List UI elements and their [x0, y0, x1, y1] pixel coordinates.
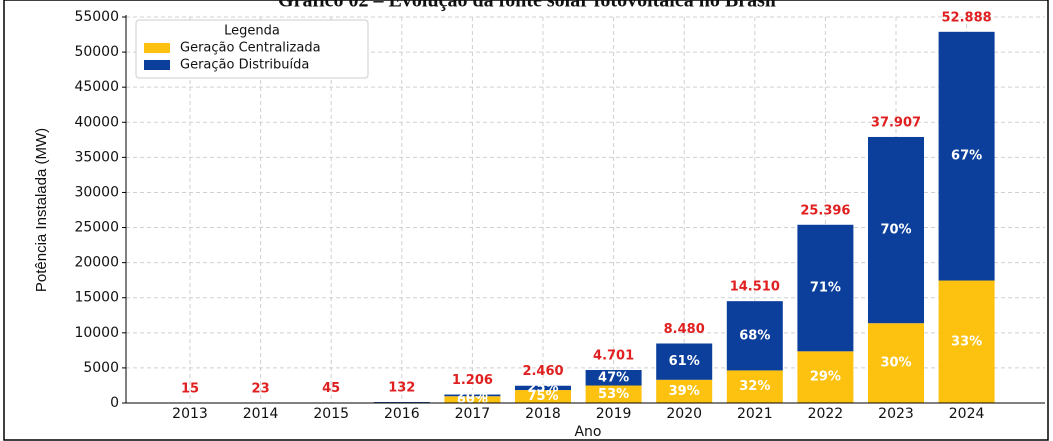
- bar-segment: [868, 323, 924, 403]
- share-label: 68%: [739, 328, 770, 343]
- share-label: 67%: [951, 149, 982, 164]
- y-tick-label: 30000: [74, 184, 119, 200]
- x-tick-label: 2023: [878, 406, 914, 422]
- y-tick-label: 50000: [74, 44, 119, 60]
- total-label: 2.460: [522, 364, 563, 379]
- legend-label: Geração Distribuída: [180, 58, 309, 73]
- y-tick-label: 10000: [74, 325, 119, 341]
- share-label: 39%: [669, 384, 700, 399]
- y-tick-label: 40000: [74, 114, 119, 130]
- total-label: 23: [252, 381, 270, 396]
- total-label: 1.206: [452, 373, 493, 388]
- total-label: 8.480: [664, 322, 705, 337]
- y-tick-label: 25000: [74, 220, 119, 236]
- y-tick-label: 20000: [74, 255, 119, 271]
- y-tick-label: 55000: [74, 9, 119, 25]
- legend-title: Legenda: [224, 24, 280, 39]
- x-tick-label: 2022: [808, 406, 844, 422]
- share-label: 53%: [598, 387, 629, 402]
- share-label: 30%: [880, 356, 911, 371]
- x-tick-label: 2018: [525, 406, 561, 422]
- y-tick-label: 5000: [83, 360, 119, 376]
- total-label: 37.907: [871, 115, 921, 130]
- legend-swatch: [144, 43, 170, 53]
- total-label: 4.701: [593, 349, 634, 364]
- total-label: 14.510: [730, 280, 780, 295]
- share-label: 25%: [527, 380, 558, 395]
- legend-box: [135, 19, 369, 79]
- total-label: 52.888: [942, 10, 992, 25]
- total-label: 15: [181, 381, 199, 396]
- bar-segment: [938, 280, 995, 403]
- bar-segment: [585, 385, 642, 403]
- bar-segment: [938, 31, 995, 281]
- bar-segment: [868, 136, 924, 324]
- total-label: 25.396: [800, 203, 850, 218]
- x-tick-label: 2015: [313, 406, 349, 422]
- x-tick-label: 2021: [737, 406, 773, 422]
- frame: [3, 0, 1049, 441]
- bar-segment: [515, 385, 571, 391]
- x-tick-label: 2024: [949, 406, 985, 422]
- share-label: 70%: [880, 223, 911, 238]
- bar-segment: [373, 402, 430, 403]
- share-label: 29%: [810, 370, 841, 385]
- chart-title: Gráfico 02 – Evolução da fonte solar fot…: [278, 0, 776, 12]
- bar-segment: [656, 343, 713, 380]
- y-tick-label: 15000: [74, 290, 119, 306]
- y-tick-label: 35000: [74, 149, 119, 165]
- x-tick-label: 2014: [243, 406, 279, 422]
- bar-segment: [726, 301, 783, 371]
- bar-segment: [726, 370, 783, 403]
- total-label: 45: [322, 381, 340, 396]
- x-tick-label: 2016: [384, 406, 420, 422]
- legend-swatch: [144, 60, 170, 70]
- x-tick-label: 2017: [455, 406, 491, 422]
- share-label: 71%: [810, 281, 841, 296]
- share-label: 32%: [739, 379, 770, 394]
- share-label: 61%: [669, 354, 700, 369]
- y-tick-label: 0: [110, 395, 119, 411]
- x-tick-label: 2020: [666, 406, 702, 422]
- bar-segment: [797, 351, 854, 403]
- bar-segment: [656, 379, 713, 403]
- total-label: 132: [388, 381, 415, 396]
- share-label: 75%: [527, 389, 558, 404]
- bar-segment: [515, 390, 571, 403]
- y-axis-label: Potência Instalada (MW): [33, 128, 50, 292]
- bar-segment: [797, 224, 854, 352]
- x-tick-label: 2013: [172, 406, 208, 422]
- legend-label: Geração Centralizada: [180, 41, 321, 56]
- share-label: 33%: [951, 334, 982, 349]
- share-label: 20%: [457, 388, 488, 403]
- x-tick-label: 2019: [596, 406, 632, 422]
- bar-segment: [444, 394, 501, 397]
- share-label: 47%: [598, 370, 629, 385]
- bar-segment: [444, 396, 501, 403]
- bar-segment: [585, 370, 642, 386]
- y-tick-label: 45000: [74, 79, 119, 95]
- x-axis-label: Ano: [574, 424, 601, 440]
